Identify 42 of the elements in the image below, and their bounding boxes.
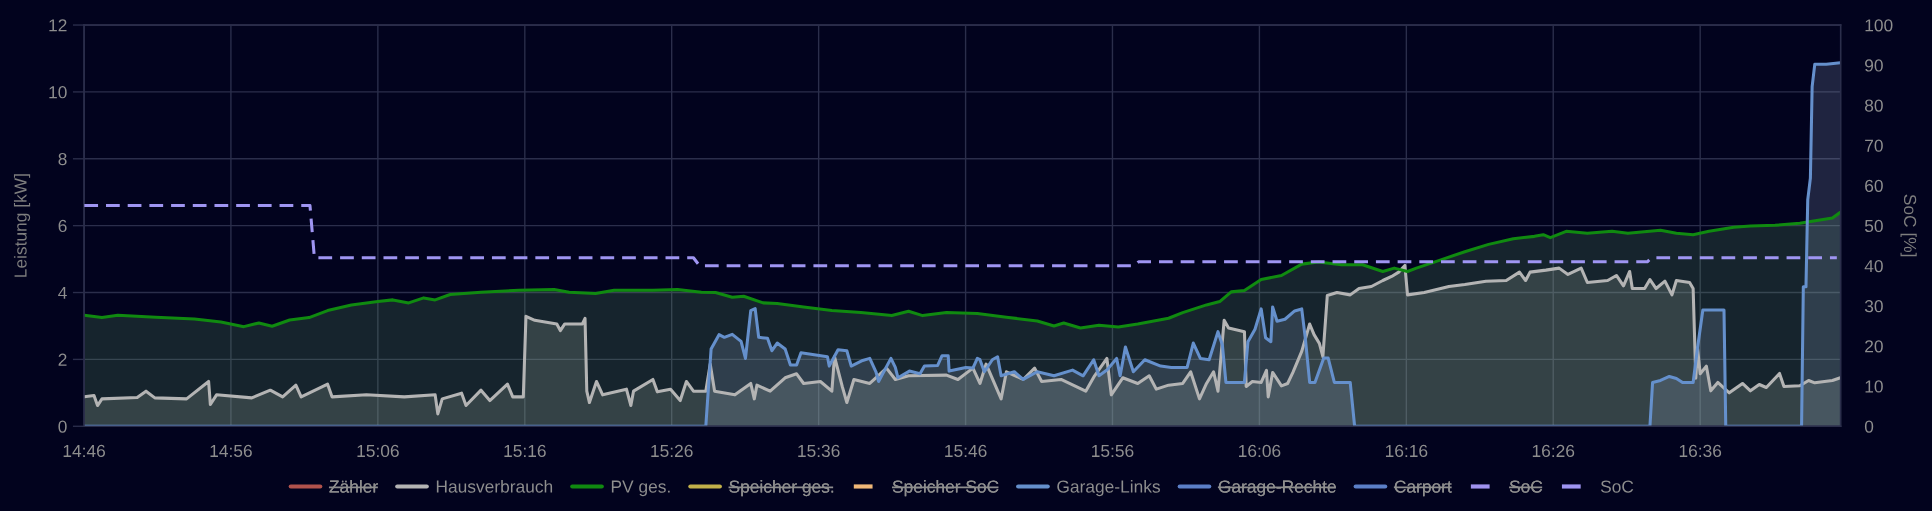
x-tick-label: 15:56 xyxy=(1092,444,1134,458)
y2-tick-label: 0 xyxy=(1864,420,1874,433)
legend-label: Speicher ges. xyxy=(728,479,834,497)
y-axis-title: Leistung [kW] xyxy=(13,174,31,277)
y-tick-label: 4 xyxy=(58,286,67,299)
x-tick-label: 16:26 xyxy=(1532,444,1575,458)
y-tick-label: 8 xyxy=(58,152,67,166)
y2-tick-label: 100 xyxy=(1865,19,1893,32)
x-tick-label: 16:06 xyxy=(1239,444,1281,458)
y2-tick-label: 80 xyxy=(1864,99,1883,112)
y2-tick-label: 30 xyxy=(1864,300,1883,313)
x-tick-label: 15:16 xyxy=(504,444,546,458)
x-tick-label: 15:26 xyxy=(651,444,693,458)
x-tick-label: 16:36 xyxy=(1679,444,1722,458)
y2-tick-label: 70 xyxy=(1865,139,1883,152)
x-tick-label: 15:06 xyxy=(357,444,399,458)
x-tick-label: 14:56 xyxy=(210,444,252,458)
legend-label: SoC xyxy=(1509,480,1543,493)
x-tick-label: 16:16 xyxy=(1385,444,1428,458)
y2-tick-label: 60 xyxy=(1865,179,1883,192)
x-tick-label: 14:46 xyxy=(63,444,105,458)
y2-tick-label: 50 xyxy=(1864,219,1883,233)
legend-label: Garage-Links xyxy=(1057,479,1160,497)
y-tick-label: 2 xyxy=(58,353,67,366)
legend-label: Garage-Rechte xyxy=(1217,479,1336,497)
y2-tick-label: 90 xyxy=(1865,59,1883,72)
legend-label: SoC xyxy=(1600,480,1634,493)
legend-label: PV ges. xyxy=(611,480,670,497)
x-tick-label: 15:36 xyxy=(798,444,840,458)
legend-label: Zähler xyxy=(328,479,378,493)
legend-label: Carport xyxy=(1393,480,1452,497)
legend-label: Hausverbrauch xyxy=(436,479,553,493)
x-tick-label: 15:46 xyxy=(945,444,987,458)
y2-tick-label: 20 xyxy=(1865,340,1883,353)
y2-axis-title: SoC [%] xyxy=(1900,194,1917,257)
y-tick-label: 6 xyxy=(58,219,67,233)
y-tick-label: 0 xyxy=(58,420,67,433)
y2-tick-label: 10 xyxy=(1865,380,1883,393)
y2-tick-label: 40 xyxy=(1864,259,1883,273)
y-tick-label: 10 xyxy=(49,86,67,99)
y-tick-label: 12 xyxy=(49,19,67,32)
legend-label: Speicher SoC xyxy=(892,479,999,497)
